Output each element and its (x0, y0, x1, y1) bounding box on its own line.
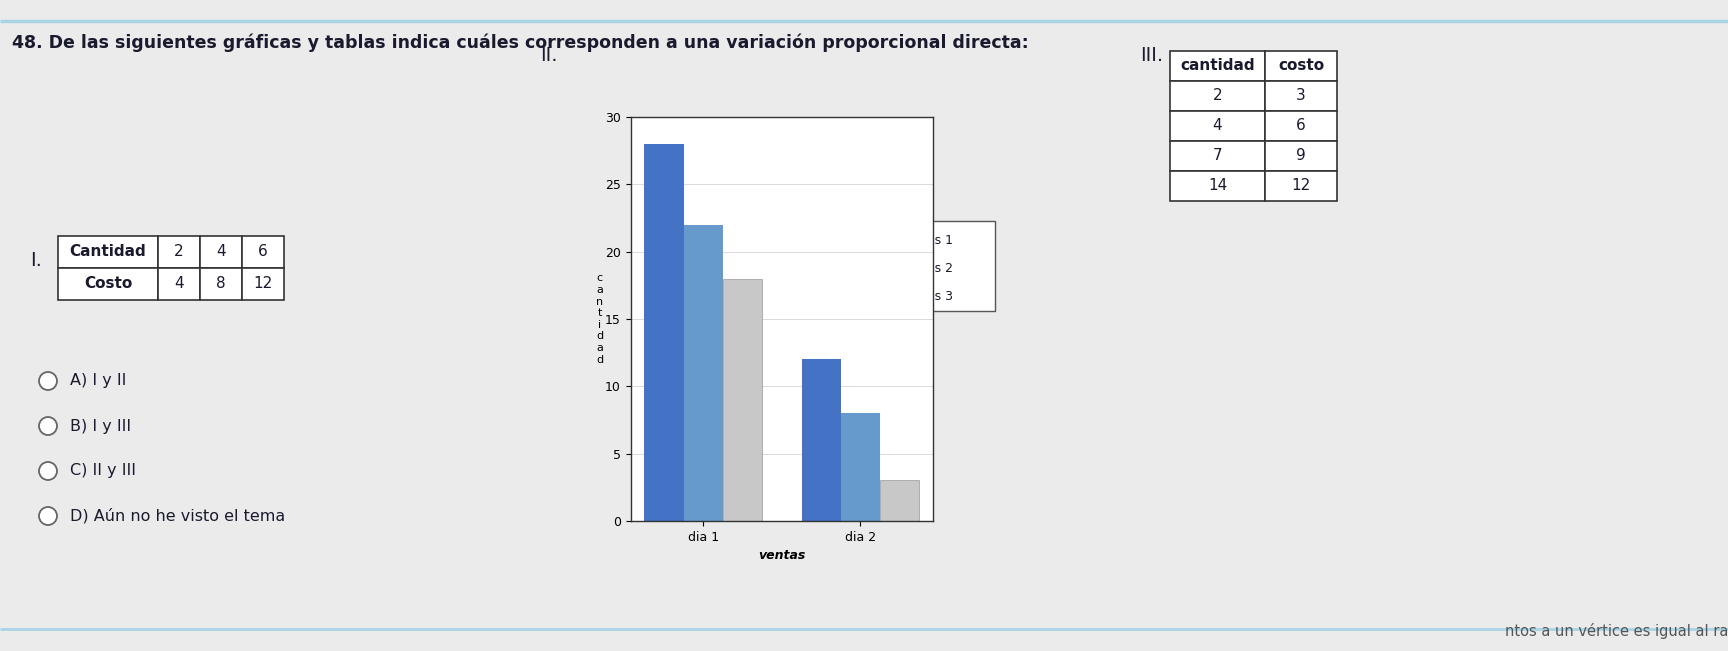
Bar (1265, 111, 1337, 141)
Bar (684, 225, 722, 521)
Y-axis label: c
a
n
t
i
d
a
d: c a n t i d a d (596, 273, 603, 365)
Circle shape (40, 417, 57, 435)
Text: I.: I. (29, 251, 41, 271)
Bar (881, 235, 893, 247)
Bar (200, 236, 242, 268)
Text: 2: 2 (175, 245, 183, 260)
Text: A) I y II: A) I y II (71, 374, 126, 389)
Circle shape (40, 372, 57, 390)
Text: 4: 4 (175, 277, 183, 292)
Bar (874, 221, 995, 311)
Bar (1265, 141, 1337, 171)
Text: 8: 8 (216, 277, 226, 292)
Text: 12: 12 (1291, 178, 1310, 193)
Text: costo: costo (1279, 59, 1324, 74)
Bar (242, 268, 283, 300)
Circle shape (40, 507, 57, 525)
Bar (881, 263, 893, 275)
Text: cantidad: cantidad (1180, 59, 1255, 74)
Text: III.: III. (1140, 46, 1163, 65)
X-axis label: ventas: ventas (759, 549, 805, 562)
Bar (880, 480, 919, 521)
Bar (1170, 141, 1265, 171)
Text: 14: 14 (1208, 178, 1227, 193)
Bar (1265, 51, 1337, 81)
Text: Costo: Costo (85, 277, 131, 292)
Bar (1265, 171, 1337, 201)
Bar (59, 236, 157, 268)
Bar (1170, 51, 1265, 81)
Bar (1170, 111, 1265, 141)
Text: C) II y III: C) II y III (71, 464, 137, 478)
Bar (842, 413, 880, 521)
Bar (157, 236, 200, 268)
Text: ntos a un vértice es igual al ra: ntos a un vértice es igual al ra (1505, 623, 1728, 639)
Text: 9: 9 (1296, 148, 1306, 163)
Circle shape (40, 462, 57, 480)
Text: 4: 4 (216, 245, 226, 260)
Text: Cantidad: Cantidad (69, 245, 147, 260)
Text: 6: 6 (1296, 118, 1306, 133)
Bar (200, 268, 242, 300)
Text: ventas 3: ventas 3 (899, 290, 954, 303)
Text: 4: 4 (1213, 118, 1222, 133)
Bar (1170, 171, 1265, 201)
Text: ventas 1: ventas 1 (899, 234, 954, 247)
Bar (242, 236, 283, 268)
Bar (59, 268, 157, 300)
Bar (881, 291, 893, 303)
Bar (1265, 81, 1337, 111)
Text: II.: II. (539, 46, 558, 65)
Text: B) I y III: B) I y III (71, 419, 131, 434)
Bar (802, 359, 842, 521)
Text: 6: 6 (257, 245, 268, 260)
Bar (722, 279, 762, 521)
Text: 12: 12 (254, 277, 273, 292)
Bar (645, 144, 684, 521)
Bar (1170, 81, 1265, 111)
Text: 7: 7 (1213, 148, 1222, 163)
Text: 2: 2 (1213, 89, 1222, 104)
Text: ventas 2: ventas 2 (899, 262, 954, 275)
Bar (157, 268, 200, 300)
Text: 3: 3 (1296, 89, 1306, 104)
Text: 48. De las siguientes gráficas y tablas indica cuáles corresponden a una variaci: 48. De las siguientes gráficas y tablas … (12, 33, 1028, 51)
Text: D) Aún no he visto el tema: D) Aún no he visto el tema (71, 508, 285, 524)
